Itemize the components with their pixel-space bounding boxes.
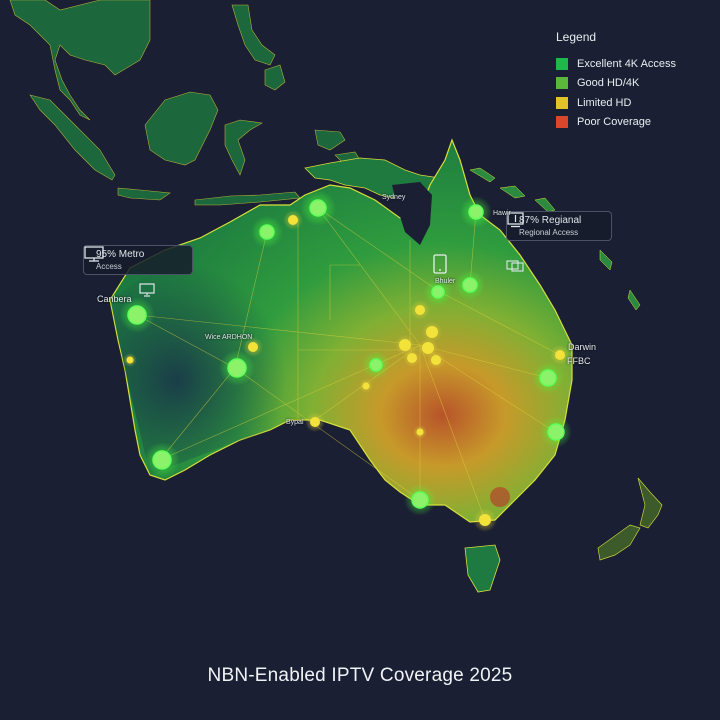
city-label-wice: Wice <box>205 334 221 341</box>
regional-callout-label: Regional Access <box>519 227 579 237</box>
new-zealand-land <box>597 477 663 561</box>
legend-item-limited: Limited HD <box>556 93 676 113</box>
legend-swatch-limited <box>556 96 568 109</box>
legend-item-poor: Poor Coverage <box>556 113 676 133</box>
city-label-ardhon: ARDHON <box>222 334 253 341</box>
city-label-sydney: Sydney <box>382 194 406 201</box>
legend-item-excellent: Excellent 4K Access <box>556 54 676 74</box>
legend-swatch-good <box>556 77 568 90</box>
australia-land <box>109 138 573 593</box>
pacific-islands <box>469 167 641 311</box>
city-label-bypal: Bypal <box>286 419 304 426</box>
node-excellent <box>119 190 572 516</box>
city-label-fbc: FFBC <box>567 356 591 366</box>
gulf-water <box>392 182 432 245</box>
map-title: NBN-Enabled IPTV Coverage 2025 <box>207 665 513 686</box>
legend-item-good: Good HD/4K <box>556 74 676 94</box>
metro-access-callout: 95% Metro Access <box>83 245 193 275</box>
city-label-darwin: Darwin <box>568 342 597 352</box>
poor-coverage-hotspot <box>490 487 510 507</box>
city-label-canbera: Canbera <box>97 294 132 304</box>
legend-label: Limited HD <box>577 96 632 109</box>
legend-swatch-poor <box>556 116 568 129</box>
legend: Legend Excellent 4K Access Good HD/4K Li… <box>556 30 676 132</box>
legend-label: Poor Coverage <box>577 116 651 129</box>
regional-access-callout: 87% Regianal Regional Access <box>506 211 612 241</box>
metro-callout-value: 95% Metro <box>96 248 145 260</box>
city-label-bhuler: Bhuler <box>435 278 456 285</box>
coverage-nodes <box>119 190 572 532</box>
network-lines <box>136 207 561 521</box>
legend-label: Good HD/4K <box>577 77 640 90</box>
city-label-hawir: Hawir <box>493 210 511 217</box>
southeast-asia-land <box>9 0 361 206</box>
node-limited <box>123 210 570 532</box>
legend-label: Excellent 4K Access <box>577 57 677 70</box>
regional-callout-value: 87% Regianal <box>519 214 582 226</box>
legend-swatch-excellent <box>556 57 568 70</box>
metro-callout-label: Access <box>96 261 122 271</box>
legend-title: Legend <box>556 30 597 44</box>
